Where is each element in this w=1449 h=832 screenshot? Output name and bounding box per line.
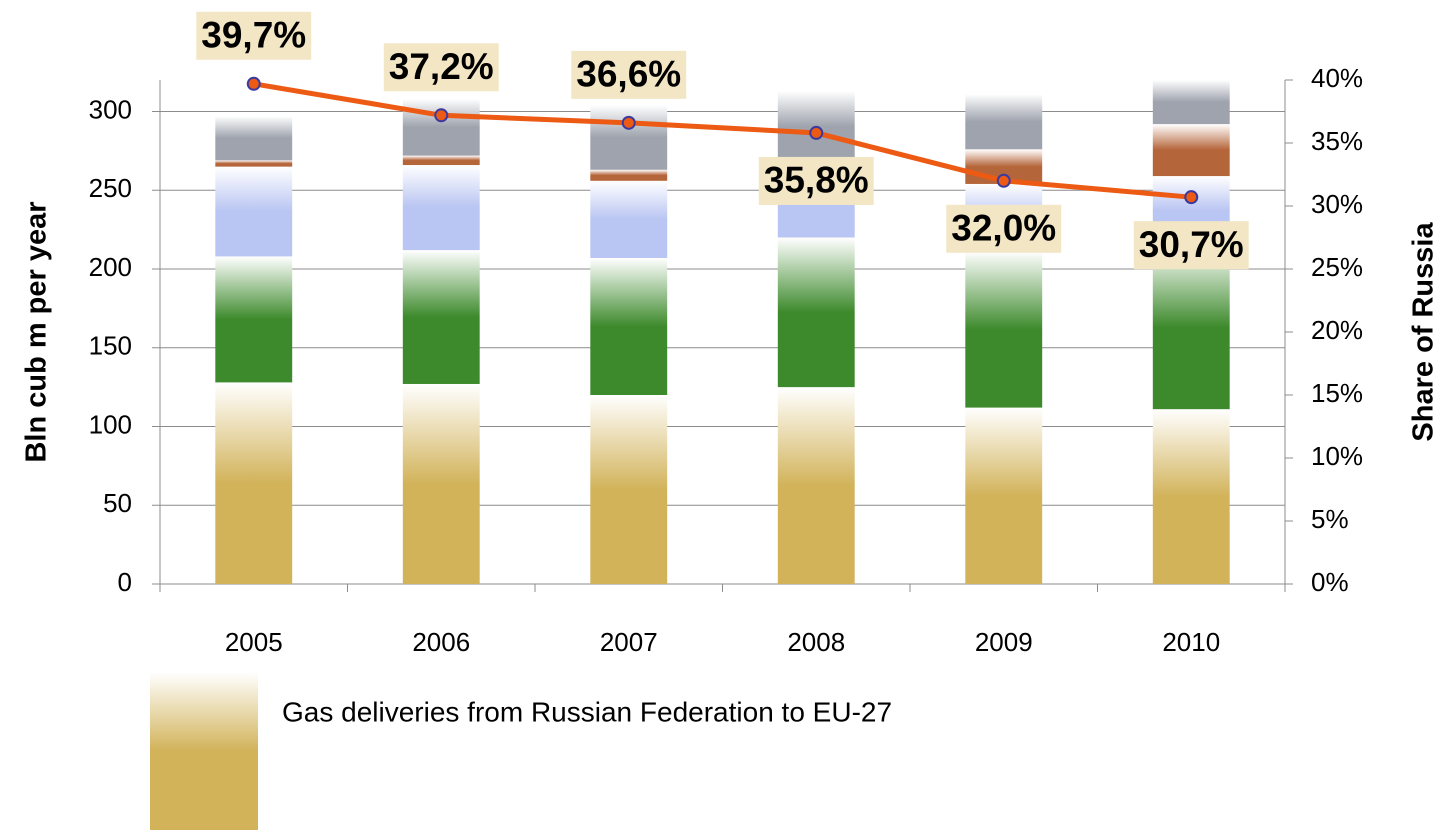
bar-segment <box>590 169 668 181</box>
bar-segment <box>590 105 668 170</box>
bar-segment <box>215 116 293 161</box>
y2-tick-label: 25% <box>1311 252 1363 282</box>
x-tick-label: 2005 <box>225 627 283 657</box>
value-label: 39,7% <box>196 11 312 60</box>
share-line <box>253 81 1192 200</box>
value-label: 30,7% <box>1133 221 1249 270</box>
value-label-box <box>383 43 499 92</box>
value-label-text: 36,6% <box>576 54 681 95</box>
value-label: 35,8% <box>758 156 874 205</box>
y2-tick-label: 5% <box>1311 504 1349 534</box>
bar-segment <box>590 257 668 395</box>
value-label-text: 30,7% <box>1139 224 1244 265</box>
x-tick-label: 2010 <box>1162 627 1220 657</box>
x-tick-label: 2009 <box>975 627 1033 657</box>
value-label-box <box>196 11 312 60</box>
y2-tick-label: 35% <box>1311 126 1363 156</box>
y2-tick-label: 15% <box>1311 378 1363 408</box>
legend-swatch <box>150 672 258 830</box>
y-tick-label: 150 <box>89 331 132 361</box>
line-marker <box>434 108 449 123</box>
bar-segment <box>590 395 668 584</box>
value-label-text: 39,7% <box>201 15 306 56</box>
bar-segment <box>1152 409 1230 584</box>
y2-tick-label: 20% <box>1311 315 1363 345</box>
y2-axis-title: Share of Russia <box>1408 222 1440 442</box>
value-label-box <box>946 204 1062 253</box>
bar-segment <box>402 165 480 251</box>
line-marker <box>1184 190 1199 205</box>
bar-segment <box>215 160 293 167</box>
line-marker <box>621 115 636 130</box>
y-tick-label: 300 <box>89 94 132 124</box>
y2-tick-label: 40% <box>1311 63 1363 93</box>
y-tick-label: 200 <box>89 252 132 282</box>
bar-segment <box>215 382 293 584</box>
line-marker <box>246 76 261 91</box>
bar-segment <box>965 251 1043 408</box>
bar-segment <box>402 98 480 156</box>
value-label: 37,2% <box>383 43 499 92</box>
line-marker <box>996 173 1011 188</box>
y2-tick-label: 0% <box>1311 567 1349 597</box>
y-tick-label: 100 <box>89 409 132 439</box>
y-tick-label: 250 <box>89 173 132 203</box>
value-label-box <box>571 50 687 99</box>
y2-tick-label: 10% <box>1311 441 1363 471</box>
x-tick-label: 2007 <box>600 627 658 657</box>
bar-segment <box>777 387 855 584</box>
bar-segment <box>402 383 480 584</box>
y-tick-label: 0 <box>118 567 132 597</box>
bar-segment <box>1152 80 1230 125</box>
legend-label: Gas deliveries from Russian Federation t… <box>282 696 892 727</box>
x-tick-label: 2006 <box>412 627 470 657</box>
value-label-box <box>1133 221 1249 270</box>
bar-segment <box>402 250 480 384</box>
bar-segment <box>402 155 480 166</box>
value-label: 36,6% <box>571 50 687 99</box>
bar-segment <box>590 180 668 258</box>
value-label: 32,0% <box>946 204 1062 253</box>
bar-segment <box>965 407 1043 584</box>
x-tick-label: 2008 <box>787 627 845 657</box>
bar-segment <box>1152 245 1230 410</box>
y2-tick-label: 30% <box>1311 189 1363 219</box>
value-label-text: 32,0% <box>951 208 1056 249</box>
line-marker <box>809 125 824 140</box>
bar-segment <box>1152 124 1230 177</box>
y-axis-title: Bln cub m per year <box>21 201 53 462</box>
value-label-text: 35,8% <box>764 160 869 201</box>
bar-segment <box>777 237 855 388</box>
bar-segment <box>215 256 293 383</box>
bar-segment <box>215 166 293 257</box>
y-tick-label: 50 <box>103 488 132 518</box>
value-label-box <box>758 156 874 205</box>
bar-segment <box>965 94 1043 150</box>
value-label-text: 37,2% <box>389 46 494 87</box>
